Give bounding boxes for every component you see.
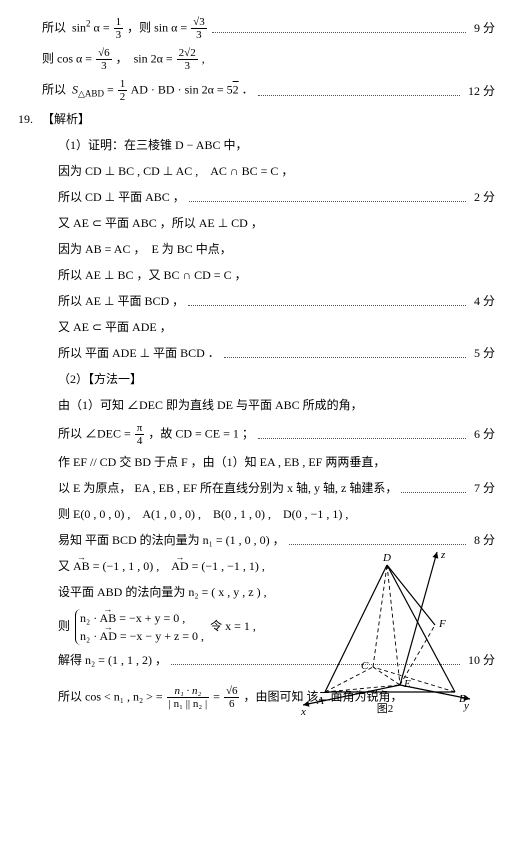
line: 又 AE ⊂ 平面 ADE ， bbox=[18, 318, 495, 338]
figure-region: ABCDEFxyz图2 又 AB = (−1 , 1 , 0) , AD = (… bbox=[18, 557, 495, 671]
line: 则 E(0 , 0 , 0) , A(1 , 0 , 0) , B(0 , 1 … bbox=[18, 505, 495, 525]
svg-text:E: E bbox=[403, 678, 411, 690]
svg-text:x: x bbox=[300, 706, 306, 717]
svg-text:C: C bbox=[361, 660, 369, 672]
svg-text:z: z bbox=[440, 549, 446, 561]
leader-dots bbox=[212, 24, 466, 33]
line: 因为 CD ⊥ BC , CD ⊥ AC , AC ∩ BC = C ， bbox=[18, 162, 495, 182]
text: 所以 S△ABD = 12 AD · BD · sin 2α = 52 ． bbox=[42, 78, 254, 103]
line: 所以 AE ⊥ 平面 BCD ， 4 分 bbox=[18, 292, 495, 312]
line: 所以 平面 ADE ⊥ 平面 BCD ． 5 分 bbox=[18, 344, 495, 364]
svg-text:F: F bbox=[438, 618, 446, 630]
leader-dots bbox=[258, 86, 460, 95]
question-number: 19. bbox=[18, 111, 42, 128]
line-cosa: 则 cos α = √63 ， sin 2α = 2√23 , bbox=[18, 47, 495, 72]
line: 因为 AB = AC ， E 为 BC 中点， bbox=[18, 240, 495, 260]
line-dec: 所以 ∠DEC = π4 ，故 CD = CE = 1 ； 6 分 bbox=[18, 422, 495, 447]
points: 9 分 bbox=[470, 20, 495, 37]
line: （1）证明：在三棱锥 D − ABC 中， bbox=[18, 136, 495, 156]
line: 所以 CD ⊥ 平面 ABC ， 2 分 bbox=[18, 188, 495, 208]
text: 则 cos α = √63 ， sin 2α = 2√23 , bbox=[42, 47, 205, 72]
line: （2）【方法一】 bbox=[18, 370, 495, 390]
points: 12 分 bbox=[464, 83, 495, 100]
line: 又 AE ⊂ 平面 ABC ，所以 AE ⊥ CD ， bbox=[18, 214, 495, 234]
line: 由（1）可知 ∠DEC 即为直线 DE 与平面 ABC 所成的角， bbox=[18, 396, 495, 416]
question-19-head: 19. 【解析】 bbox=[18, 110, 495, 130]
svg-text:y: y bbox=[463, 700, 469, 712]
svg-text:A: A bbox=[316, 695, 324, 707]
svg-text:图2: 图2 bbox=[377, 702, 394, 715]
line: 作 EF // CD 交 BD 于点 F ，由（1）知 EA , EB , EF… bbox=[18, 453, 495, 473]
figure-2: ABCDEFxyz图2 bbox=[295, 547, 475, 717]
line-area: 所以 S△ABD = 12 AD · BD · sin 2α = 52 ． 12… bbox=[18, 78, 495, 103]
line: 所以 AE ⊥ BC ，又 BC ∩ CD = C ， bbox=[18, 266, 495, 286]
analysis-label: 【解析】 bbox=[42, 111, 90, 128]
line-sin2a: 所以 sin2 α = 13 ，则 sin α = √33 9 分 bbox=[18, 16, 495, 41]
line: 以 E 为原点， EA , EB , EF 所在直线分别为 x 轴, y 轴, … bbox=[18, 479, 495, 499]
text: 所以 sin2 α = 13 ，则 sin α = √33 bbox=[42, 16, 208, 41]
svg-text:D: D bbox=[382, 552, 391, 564]
